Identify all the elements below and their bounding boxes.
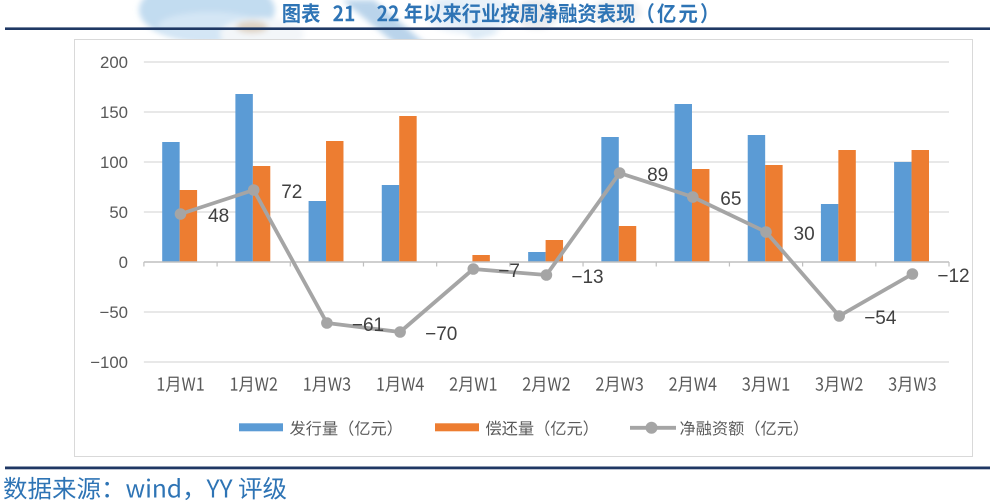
svg-text:−61: −61 [352, 315, 384, 336]
svg-text:65: 65 [720, 189, 741, 210]
svg-text:−100: −100 [90, 353, 128, 372]
svg-text:72: 72 [281, 182, 302, 203]
svg-text:89: 89 [647, 165, 668, 186]
svg-text:150: 150 [100, 103, 128, 122]
svg-text:−12: −12 [937, 266, 969, 287]
svg-text:−70: −70 [425, 324, 457, 345]
svg-text:48: 48 [208, 206, 229, 227]
svg-text:30: 30 [794, 224, 815, 245]
svg-text:50: 50 [109, 203, 128, 222]
svg-text:−54: −54 [864, 308, 897, 329]
svg-text:0: 0 [119, 253, 128, 272]
svg-text:200: 200 [100, 53, 128, 72]
svg-text:100: 100 [100, 153, 128, 172]
svg-text:−7: −7 [498, 261, 520, 282]
svg-text:−50: −50 [100, 303, 128, 322]
svg-text:−13: −13 [571, 267, 603, 288]
